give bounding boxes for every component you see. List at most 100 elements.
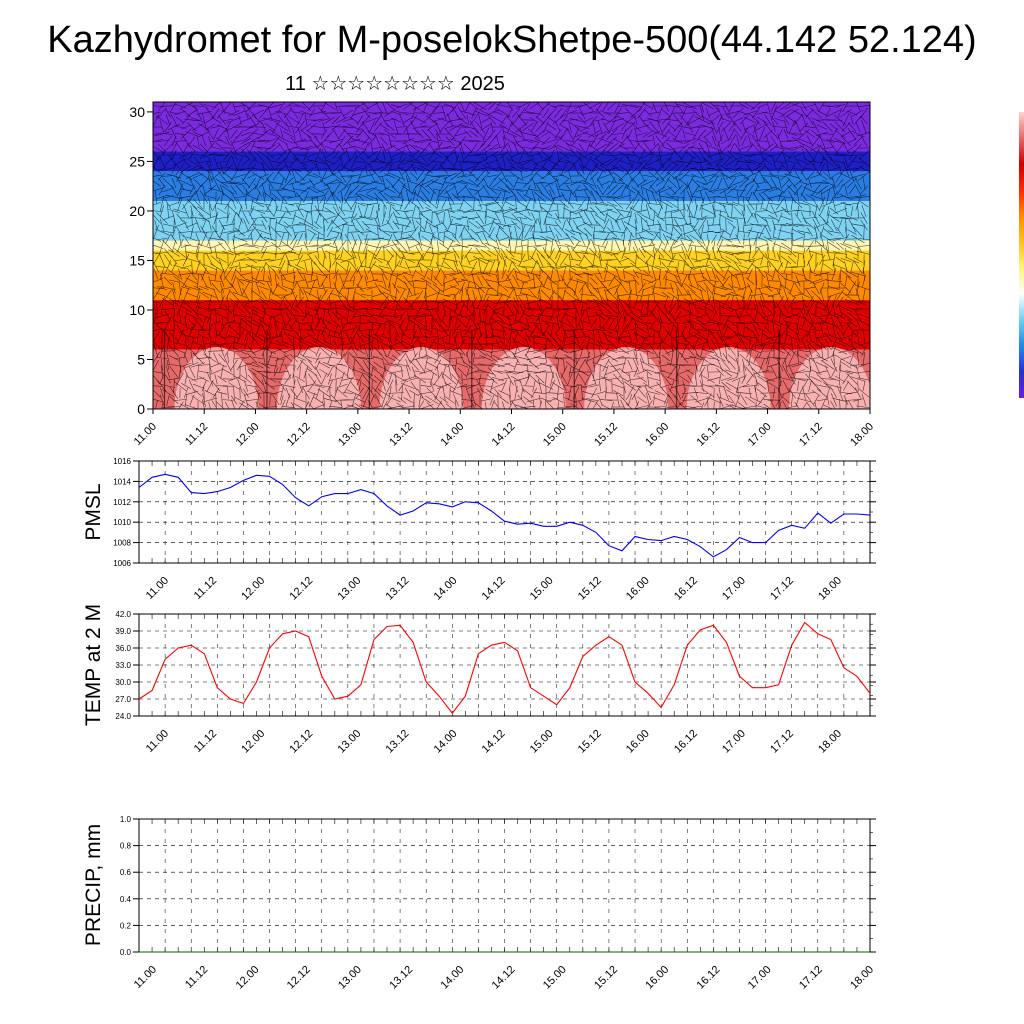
wind-vector	[747, 191, 753, 203]
wind-vector	[541, 136, 551, 146]
wind-vector	[514, 376, 530, 382]
wind-vector	[307, 348, 317, 354]
wind-vector	[579, 283, 585, 293]
wind-vector	[778, 229, 794, 235]
wind-vector	[616, 329, 620, 345]
wind-vector	[565, 317, 575, 329]
wind-vector	[388, 340, 404, 348]
wind-vector	[688, 320, 704, 326]
wind-vector	[832, 251, 848, 255]
wind-vector	[529, 157, 539, 167]
wind-vector	[438, 362, 450, 368]
wind-vector	[196, 306, 212, 312]
wind-vector	[767, 154, 781, 156]
wind-vector	[744, 258, 756, 262]
wind-vector	[339, 274, 345, 288]
wind-vector	[754, 341, 770, 347]
wind-vector	[635, 280, 637, 296]
wind-vector	[786, 326, 798, 334]
wind-vector	[803, 286, 817, 290]
wind-vector	[206, 253, 214, 267]
wind-vector	[175, 176, 185, 190]
wind-vector	[810, 376, 822, 382]
wind-vector	[575, 367, 589, 377]
wind-vector	[743, 172, 757, 180]
wind-vector	[535, 374, 545, 384]
wind-vector	[275, 111, 289, 115]
wind-vector	[398, 170, 406, 182]
wind-vector	[358, 174, 374, 178]
wind-vector	[692, 184, 700, 196]
wind-vector	[153, 105, 163, 107]
wind-vector	[541, 269, 551, 279]
wind-vector	[657, 338, 663, 350]
wind-vector	[471, 273, 477, 289]
wind-vector	[777, 128, 783, 140]
wind-vector	[267, 106, 273, 120]
wind-vector	[431, 317, 433, 329]
wind-vector	[190, 117, 206, 123]
wind-vector	[648, 153, 660, 157]
wind-vector	[814, 331, 818, 343]
wind-vector	[358, 240, 362, 252]
wind-vector	[188, 191, 196, 203]
wind-vector	[265, 382, 275, 390]
wind-vector	[804, 125, 816, 129]
wind-vector	[736, 244, 752, 248]
wind-vector	[720, 315, 732, 317]
wind-vector	[656, 198, 664, 210]
wind-vector	[270, 110, 282, 116]
wind-vector	[354, 347, 366, 355]
wind-vector	[283, 113, 293, 127]
wind-vector	[372, 279, 384, 283]
wind-vector	[240, 117, 252, 123]
wind-vector	[762, 143, 774, 153]
wind-vector	[193, 198, 203, 210]
wind-vector	[153, 180, 161, 187]
wind-vector	[241, 131, 251, 137]
wind-vector	[861, 345, 867, 357]
wind-vector	[833, 237, 847, 241]
wind-vector	[437, 139, 451, 143]
wind-vector	[730, 189, 746, 191]
wind-vector	[553, 144, 563, 152]
wind-vector	[620, 301, 628, 317]
wind-vector	[644, 385, 652, 401]
wind-vector	[812, 198, 820, 210]
wind-vector	[784, 120, 788, 134]
wind-vector	[614, 315, 622, 331]
wind-vector	[820, 319, 836, 327]
wind-vector	[227, 376, 241, 382]
wind-vector	[723, 176, 729, 190]
wind-vector	[820, 343, 824, 359]
wind-vector	[573, 196, 591, 198]
wind-vector	[737, 285, 751, 291]
wind-vector	[170, 113, 178, 127]
wind-vector	[320, 275, 328, 287]
wind-vector	[464, 324, 472, 336]
wind-vector	[297, 198, 303, 210]
wind-vector	[387, 149, 393, 161]
wind-vector	[416, 198, 424, 210]
wind-vector	[740, 183, 748, 197]
wind-vector	[563, 181, 577, 185]
wind-vector	[208, 136, 212, 146]
wind-vector	[474, 244, 486, 248]
wind-vector	[520, 387, 524, 399]
wind-vector	[790, 265, 806, 269]
wind-vector	[621, 247, 627, 259]
wind-vector	[247, 156, 257, 168]
wind-vector	[791, 313, 805, 319]
wind-vector	[479, 102, 493, 111]
wind-vector	[181, 383, 191, 389]
wind-vector	[621, 316, 627, 330]
wind-vector	[575, 222, 589, 228]
wind-vector	[810, 380, 822, 392]
wind-vector	[648, 278, 660, 284]
wind-vector	[826, 383, 842, 389]
wind-vector	[332, 150, 340, 160]
wind-vector	[845, 218, 847, 232]
wind-vector	[849, 352, 855, 364]
wind-vector	[263, 131, 277, 137]
wind-vector	[252, 159, 264, 165]
